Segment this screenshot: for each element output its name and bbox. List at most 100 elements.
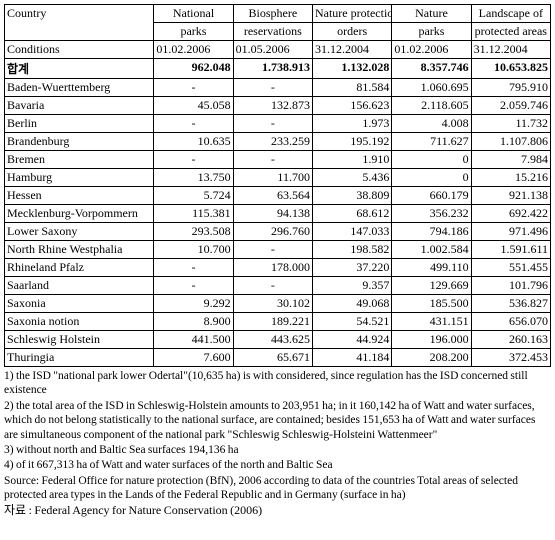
cond-lpa: 31.12.2004 bbox=[471, 41, 550, 59]
table-row: Mecklenburg-Vorpommern115.38194.13868.61… bbox=[5, 205, 551, 223]
cell-country: Schleswig Holstein bbox=[5, 331, 154, 349]
table-row: Berlin--1.9734.00811.732 bbox=[5, 115, 551, 133]
sum-nap: 8.357.746 bbox=[392, 59, 471, 79]
table-row: Baden-Wuerttemberg--81.5841.060.695795.9… bbox=[5, 79, 551, 97]
sum-bio: 1.738.913 bbox=[233, 59, 312, 79]
cell-bio: 178.000 bbox=[233, 259, 312, 277]
cell-bio: - bbox=[233, 241, 312, 259]
cell-bio: - bbox=[233, 277, 312, 295]
cell-bio: 189.221 bbox=[233, 313, 312, 331]
footnote-4: 4) of it 667,313 ha of Watt and water su… bbox=[4, 458, 551, 472]
sum-np: 962.048 bbox=[154, 59, 233, 79]
cell-np: - bbox=[154, 79, 233, 97]
conditions-label: Conditions bbox=[5, 41, 154, 59]
table-row: Saxonia9.29230.10249.068185.500536.827 bbox=[5, 295, 551, 313]
cell-npo: 1.973 bbox=[312, 115, 391, 133]
cell-country: North Rhine Westphalia bbox=[5, 241, 154, 259]
table-row: Hessen5.72463.56438.809660.179921.138 bbox=[5, 187, 551, 205]
cell-nap: 196.000 bbox=[392, 331, 471, 349]
cell-nap: 185.500 bbox=[392, 295, 471, 313]
table-row: Schleswig Holstein441.500443.62544.92419… bbox=[5, 331, 551, 349]
cell-nap: 1.060.695 bbox=[392, 79, 471, 97]
cell-np: 13.750 bbox=[154, 169, 233, 187]
cell-country: Hessen bbox=[5, 187, 154, 205]
col-np-h1: National bbox=[154, 5, 233, 23]
cell-country: Rhineland Pfalz bbox=[5, 259, 154, 277]
col-np-h2: parks bbox=[154, 23, 233, 41]
cell-bio: 296.760 bbox=[233, 223, 312, 241]
table-row: Lower Saxony293.508296.760147.033794.186… bbox=[5, 223, 551, 241]
cell-lpa: 1.107.806 bbox=[471, 133, 550, 151]
cell-npo: 38.809 bbox=[312, 187, 391, 205]
cell-npo: 5.436 bbox=[312, 169, 391, 187]
cell-npo: 49.068 bbox=[312, 295, 391, 313]
cell-npo: 41.184 bbox=[312, 349, 391, 367]
cell-country: Lower Saxony bbox=[5, 223, 154, 241]
col-country-header: Country bbox=[5, 5, 154, 41]
cond-npo: 31.12.2004 bbox=[312, 41, 391, 59]
cell-nap: 129.669 bbox=[392, 277, 471, 295]
col-lpa-h2: protected areas bbox=[471, 23, 550, 41]
cell-np: 7.600 bbox=[154, 349, 233, 367]
cell-nap: 4.008 bbox=[392, 115, 471, 133]
table-row: Rhineland Pfalz-178.00037.220499.110551.… bbox=[5, 259, 551, 277]
cell-nap: 794.186 bbox=[392, 223, 471, 241]
sum-label: 합계 bbox=[5, 59, 154, 79]
cell-bio: - bbox=[233, 151, 312, 169]
table-row: Thuringia7.60065.67141.184208.200372.453 bbox=[5, 349, 551, 367]
cell-np: 9.292 bbox=[154, 295, 233, 313]
cond-nap: 01.02.2006 bbox=[392, 41, 471, 59]
sum-lpa: 10.653.825 bbox=[471, 59, 550, 79]
cell-nap: 2.118.605 bbox=[392, 97, 471, 115]
cell-country: Thuringia bbox=[5, 349, 154, 367]
cell-npo: 9.357 bbox=[312, 277, 391, 295]
footnote-1: 1) the ISD "national park lower Odertal"… bbox=[4, 369, 551, 398]
cell-np: - bbox=[154, 259, 233, 277]
conditions-row: Conditions 01.02.2006 01.05.2006 31.12.2… bbox=[5, 41, 551, 59]
cell-country: Saarland bbox=[5, 277, 154, 295]
cell-nap: 0 bbox=[392, 151, 471, 169]
cond-np: 01.02.2006 bbox=[154, 41, 233, 59]
cell-bio: 30.102 bbox=[233, 295, 312, 313]
table-row: Brandenburg10.635233.259195.192711.6271.… bbox=[5, 133, 551, 151]
cell-lpa: 7.984 bbox=[471, 151, 550, 169]
cell-bio: 132.873 bbox=[233, 97, 312, 115]
table-row: Hamburg13.75011.7005.436015.216 bbox=[5, 169, 551, 187]
col-nap-h1: Nature bbox=[392, 5, 471, 23]
footnote-2: 2) the total area of the ISD in Schleswi… bbox=[4, 399, 551, 442]
cell-lpa: 11.732 bbox=[471, 115, 550, 133]
cell-nap: 660.179 bbox=[392, 187, 471, 205]
cell-bio: 11.700 bbox=[233, 169, 312, 187]
sum-row: 합계 962.048 1.738.913 1.132.028 8.357.746… bbox=[5, 59, 551, 79]
cell-bio: 65.671 bbox=[233, 349, 312, 367]
cell-country: Saxonia notion bbox=[5, 313, 154, 331]
cell-lpa: 1.591.611 bbox=[471, 241, 550, 259]
cell-nap: 1.002.584 bbox=[392, 241, 471, 259]
cell-npo: 54.521 bbox=[312, 313, 391, 331]
footnote-3: 3) without north and Baltic Sea surfaces… bbox=[4, 443, 551, 457]
table-row: Bremen--1.91007.984 bbox=[5, 151, 551, 169]
footnotes: 1) the ISD "national park lower Odertal"… bbox=[4, 369, 551, 518]
cell-lpa: 656.070 bbox=[471, 313, 550, 331]
cell-np: 115.381 bbox=[154, 205, 233, 223]
reference-line: 자료 : Federal Agency for Nature Conservat… bbox=[4, 503, 551, 518]
cell-npo: 68.612 bbox=[312, 205, 391, 223]
cell-bio: - bbox=[233, 79, 312, 97]
cell-npo: 44.924 bbox=[312, 331, 391, 349]
header-row-1: Country National Biosphere Nature protec… bbox=[5, 5, 551, 23]
cell-lpa: 2.059.746 bbox=[471, 97, 550, 115]
cell-country: Hamburg bbox=[5, 169, 154, 187]
cell-country: Baden-Wuerttemberg bbox=[5, 79, 154, 97]
cell-npo: 147.033 bbox=[312, 223, 391, 241]
cell-npo: 198.582 bbox=[312, 241, 391, 259]
cell-bio: 63.564 bbox=[233, 187, 312, 205]
col-npo-h1: Nature protection bbox=[312, 5, 391, 23]
cell-lpa: 795.910 bbox=[471, 79, 550, 97]
cell-npo: 81.584 bbox=[312, 79, 391, 97]
cell-nap: 431.151 bbox=[392, 313, 471, 331]
cell-npo: 1.910 bbox=[312, 151, 391, 169]
cell-np: 293.508 bbox=[154, 223, 233, 241]
cell-npo: 195.192 bbox=[312, 133, 391, 151]
cell-np: 10.635 bbox=[154, 133, 233, 151]
cell-np: 441.500 bbox=[154, 331, 233, 349]
